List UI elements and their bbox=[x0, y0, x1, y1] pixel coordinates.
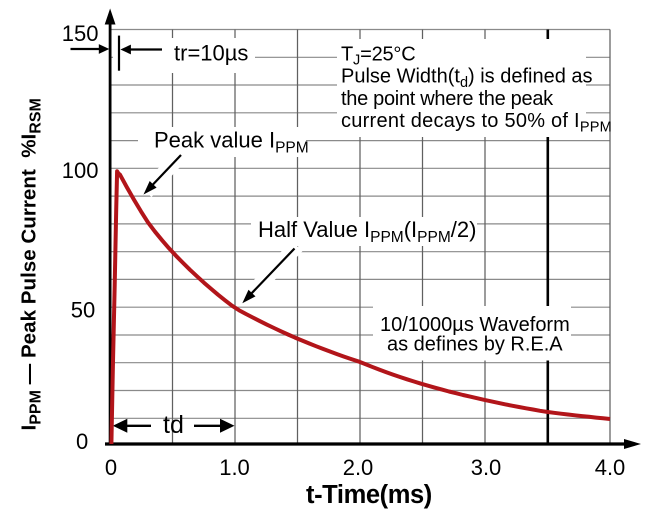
svg-text:td: td bbox=[163, 411, 184, 439]
svg-text:the point where the peak: the point where the peak bbox=[341, 88, 554, 110]
svg-text:50: 50 bbox=[71, 297, 95, 322]
svg-text:3.0: 3.0 bbox=[471, 455, 502, 480]
svg-text:current decays to 50% of IPPM​: current decays to 50% of IPPM​ bbox=[341, 110, 612, 135]
svg-text:IPPM​ — Peak Pulse Current %I: IPPM​ — Peak Pulse Current %IRSM​ bbox=[18, 98, 45, 430]
svg-text:150: 150 bbox=[62, 21, 99, 46]
svg-text:t-Time(ms): t-Time(ms) bbox=[306, 481, 432, 509]
svg-text:1.0: 1.0 bbox=[219, 455, 250, 480]
svg-text:0: 0 bbox=[76, 429, 88, 454]
svg-text:0: 0 bbox=[105, 455, 117, 480]
svg-text:100: 100 bbox=[62, 158, 99, 183]
svg-text:10/1000µs Waveform: 10/1000µs Waveform bbox=[380, 314, 570, 336]
svg-text:4.0: 4.0 bbox=[595, 455, 626, 480]
svg-text:2.0: 2.0 bbox=[343, 455, 374, 480]
svg-text:tr=10µs: tr=10µs bbox=[174, 41, 248, 66]
svg-text:as defines by R.E.A: as defines by R.E.A bbox=[387, 334, 563, 356]
